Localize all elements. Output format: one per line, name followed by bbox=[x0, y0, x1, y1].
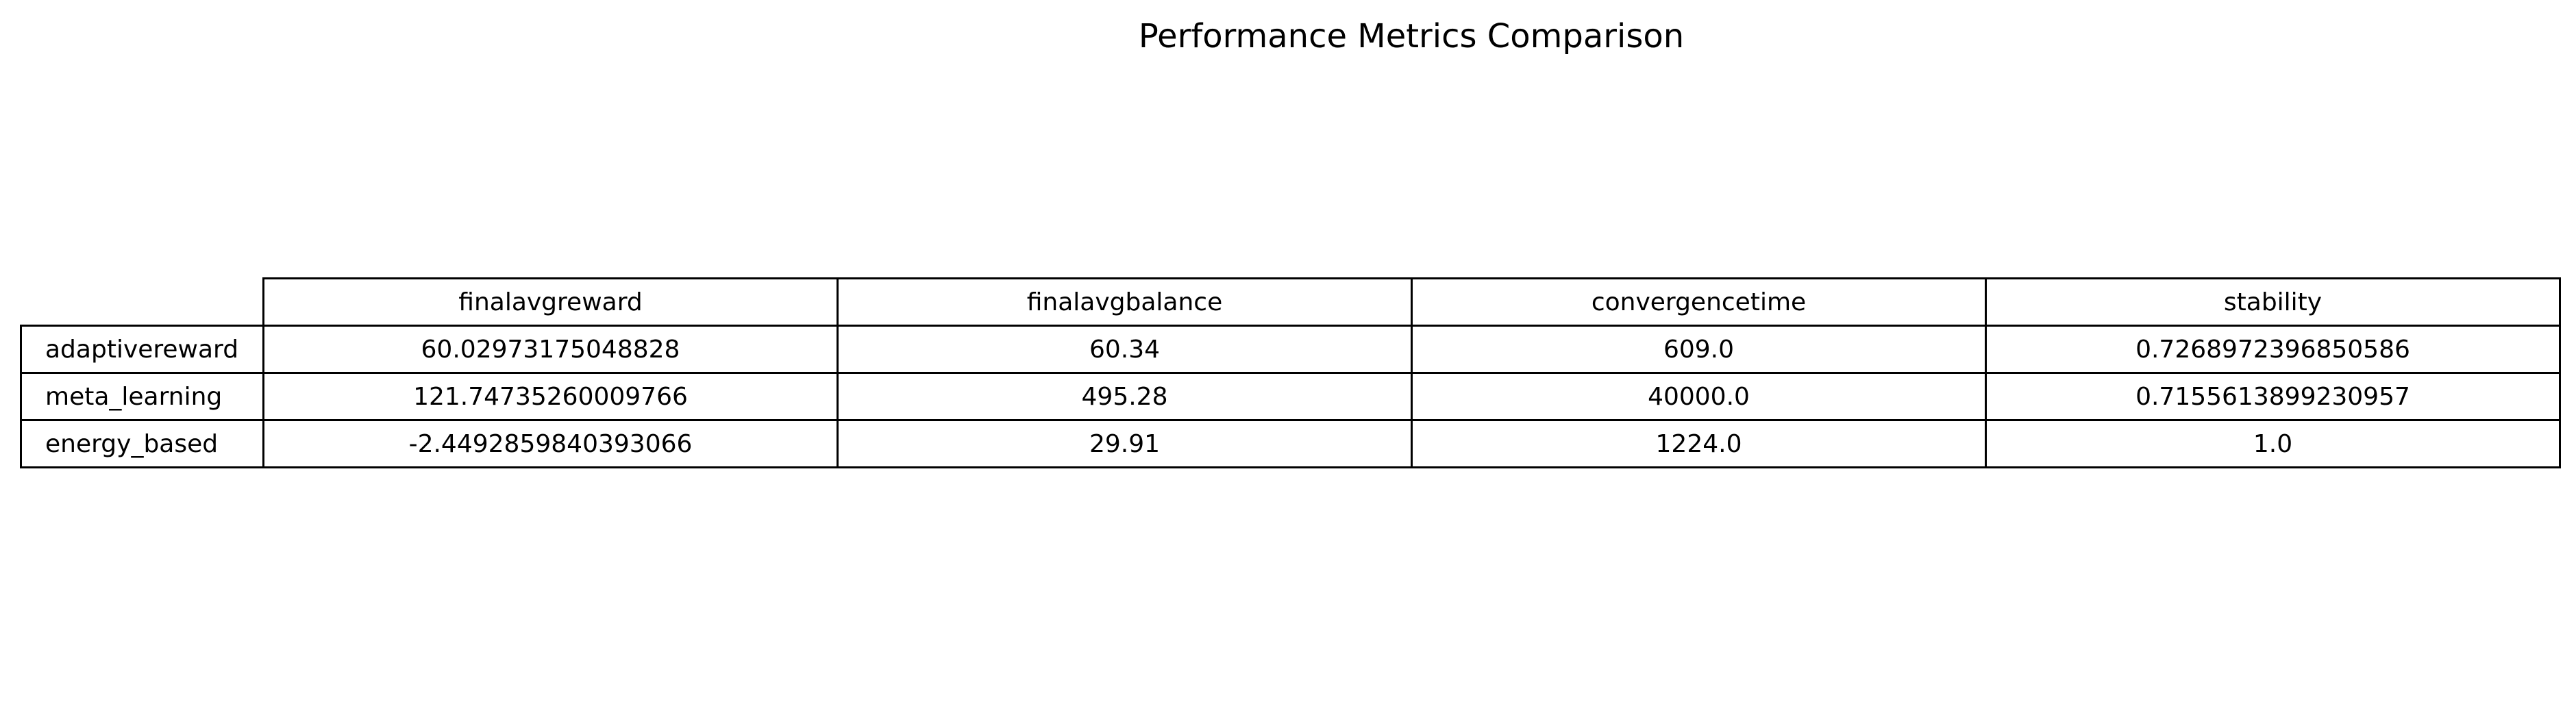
table-row: meta_learning 121.74735260009766 495.28 … bbox=[20, 372, 2561, 421]
table-cell: 0.7268972396850586 bbox=[1985, 325, 2561, 374]
corner-cell bbox=[21, 278, 264, 327]
table-cell: 1224.0 bbox=[1411, 419, 1987, 468]
column-header: stability bbox=[1985, 277, 2561, 327]
table-cell: 40000.0 bbox=[1411, 372, 1987, 421]
row-header: adaptivereward bbox=[20, 325, 264, 374]
column-header: finalavgreward bbox=[262, 277, 839, 327]
row-header: meta_learning bbox=[20, 372, 264, 421]
table-cell: -2.4492859840393066 bbox=[262, 419, 839, 468]
chart-title: Performance Metrics Comparison bbox=[1138, 17, 1685, 55]
table-cell: 60.02973175048828 bbox=[262, 325, 839, 374]
table-cell: 0.7155613899230957 bbox=[1985, 372, 2561, 421]
table-row: energy_based -2.4492859840393066 29.91 1… bbox=[20, 419, 2561, 468]
table-row: adaptivereward 60.02973175048828 60.34 6… bbox=[20, 325, 2561, 374]
column-header: convergencetime bbox=[1411, 277, 1987, 327]
table-cell: 121.74735260009766 bbox=[262, 372, 839, 421]
table-cell: 609.0 bbox=[1411, 325, 1987, 374]
row-header: energy_based bbox=[20, 419, 264, 468]
metrics-table: finalavgreward finalavgbalance convergen… bbox=[20, 277, 2561, 468]
table-cell: 29.91 bbox=[837, 419, 1413, 468]
table-cell: 1.0 bbox=[1985, 419, 2561, 468]
table-cell: 60.34 bbox=[837, 325, 1413, 374]
header-row: finalavgreward finalavgbalance convergen… bbox=[21, 277, 2561, 327]
column-header: finalavgbalance bbox=[837, 277, 1413, 327]
table-cell: 495.28 bbox=[837, 372, 1413, 421]
